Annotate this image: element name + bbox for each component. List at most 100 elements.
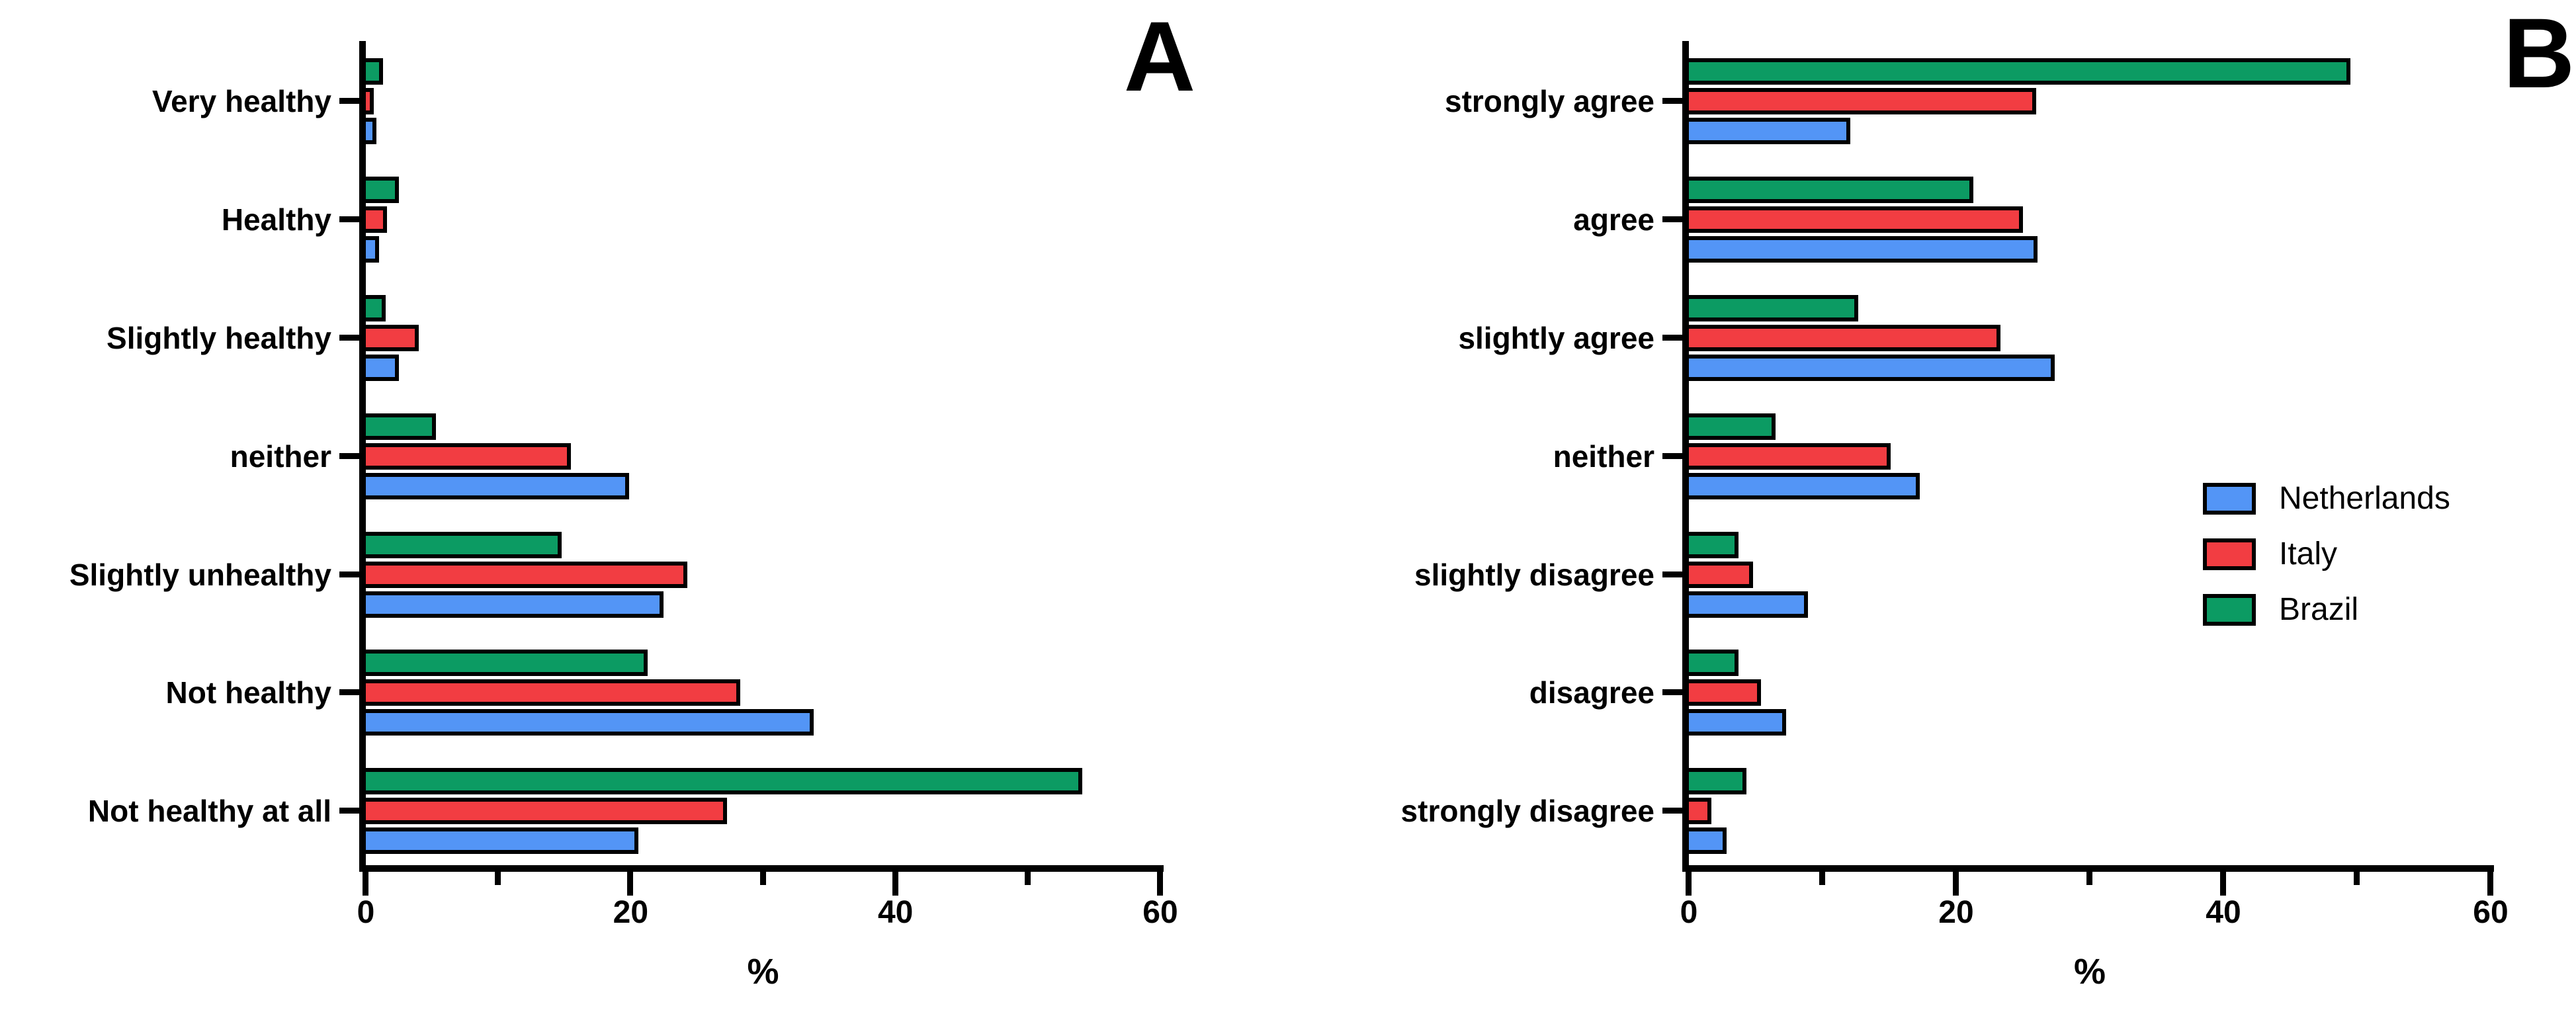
legend-swatch-italy	[2203, 538, 2256, 570]
y-tick	[1662, 571, 1682, 577]
bar-italy	[362, 88, 374, 114]
bar-brazil	[362, 58, 384, 85]
x-tick-major	[363, 865, 368, 896]
bar-brazil	[362, 650, 648, 676]
x-tick-minor	[2086, 865, 2092, 885]
x-tick-label: 40	[877, 895, 914, 930]
bar-brazil	[1685, 532, 1739, 558]
x-tick-minor	[2354, 865, 2360, 885]
x-tick-major	[1686, 865, 1692, 896]
y-tick	[1662, 98, 1682, 104]
bar-brazil	[362, 413, 437, 440]
legend-label-italy: Italy	[2279, 536, 2338, 571]
x-tick-minor	[1024, 865, 1031, 885]
bar-brazil	[362, 295, 386, 321]
category-label: Not healthy	[165, 675, 331, 710]
bar-netherlands	[362, 118, 376, 144]
bar-netherlands	[1685, 473, 1920, 499]
bar-italy	[1685, 88, 2037, 114]
x-tick-major	[892, 865, 898, 896]
bar-italy	[1685, 325, 2000, 351]
x-tick-label: 40	[2206, 895, 2241, 930]
bar-netherlands	[1685, 709, 1787, 736]
y-tick	[1662, 216, 1682, 222]
legend-swatch-brazil	[2203, 594, 2256, 626]
bar-netherlands	[362, 709, 814, 736]
category-label: disagree	[1529, 675, 1654, 710]
x-tick-major	[2220, 865, 2226, 896]
x-tick-label: 60	[2473, 895, 2509, 930]
y-tick	[1662, 689, 1682, 695]
bar-brazil	[362, 532, 562, 558]
y-tick	[339, 98, 359, 104]
bar-brazil	[1685, 768, 1746, 794]
x-tick-major	[2487, 865, 2493, 896]
y-tick	[1662, 453, 1682, 459]
bar-italy	[1685, 206, 2023, 233]
y-tick	[339, 689, 359, 695]
bar-brazil	[1685, 650, 1739, 676]
x-tick-major	[1157, 865, 1163, 896]
category-label: agree	[1573, 202, 1654, 237]
bar-netherlands	[1685, 355, 2055, 381]
bar-netherlands	[362, 236, 379, 263]
bar-brazil	[1685, 413, 1776, 440]
panel-letter-b: B	[2503, 0, 2575, 108]
x-tick-minor	[495, 865, 501, 885]
category-label: Slightly healthy	[107, 321, 331, 355]
x-tick-label: 20	[1938, 895, 1974, 930]
x-tick-label: 0	[357, 895, 375, 930]
y-tick	[339, 335, 359, 341]
category-label: neither	[1553, 439, 1654, 474]
x-tick-minor	[1819, 865, 1825, 885]
x-tick-label: 60	[1142, 895, 1178, 930]
bar-italy	[362, 562, 688, 588]
bar-netherlands	[362, 473, 630, 499]
y-tick	[1662, 335, 1682, 341]
category-label: slightly disagree	[1414, 558, 1654, 592]
legend-label-brazil: Brazil	[2279, 592, 2359, 627]
bar-italy	[362, 443, 572, 470]
y-tick	[339, 571, 359, 577]
bar-netherlands	[362, 355, 400, 381]
bar-brazil	[362, 768, 1082, 794]
panel-letter-a: A	[1123, 1, 1196, 112]
bar-italy	[362, 679, 741, 706]
category-label: slightly agree	[1458, 321, 1654, 355]
bar-netherlands	[362, 591, 664, 618]
bar-brazil	[1685, 58, 2350, 85]
x-tick-major	[1953, 865, 1959, 896]
y-tick	[1662, 808, 1682, 814]
legend-label-netherlands: Netherlands	[2279, 481, 2450, 516]
y-tick	[339, 216, 359, 222]
bar-netherlands	[1685, 118, 1851, 144]
bar-brazil	[1685, 295, 1859, 321]
x-tick-minor	[759, 865, 766, 885]
category-label: Slightly unhealthy	[69, 558, 331, 592]
y-tick	[339, 453, 359, 459]
y-tick	[339, 808, 359, 814]
bar-italy	[1685, 562, 1753, 588]
category-label: Not healthy at all	[87, 794, 331, 828]
x-tick-major	[627, 865, 634, 896]
bar-italy	[1685, 798, 1712, 824]
bar-netherlands	[1685, 827, 1727, 854]
bar-italy	[362, 798, 728, 824]
category-label: neither	[230, 439, 331, 474]
category-label: strongly agree	[1445, 84, 1654, 118]
bar-italy	[1685, 443, 1891, 470]
bar-brazil	[1685, 177, 1974, 203]
category-label: strongly disagree	[1400, 794, 1654, 828]
x-axis-title: %	[747, 952, 779, 992]
x-tick-label: 0	[1680, 895, 1698, 930]
category-label: Healthy	[221, 202, 331, 237]
bar-netherlands	[362, 827, 639, 854]
bar-netherlands	[1685, 591, 1808, 618]
legend-swatch-netherlands	[2203, 483, 2256, 515]
category-label: Very healthy	[151, 84, 331, 118]
bar-italy	[362, 325, 419, 351]
x-axis-title: %	[2073, 952, 2106, 992]
bar-italy	[362, 206, 388, 233]
x-tick-label: 20	[613, 895, 649, 930]
